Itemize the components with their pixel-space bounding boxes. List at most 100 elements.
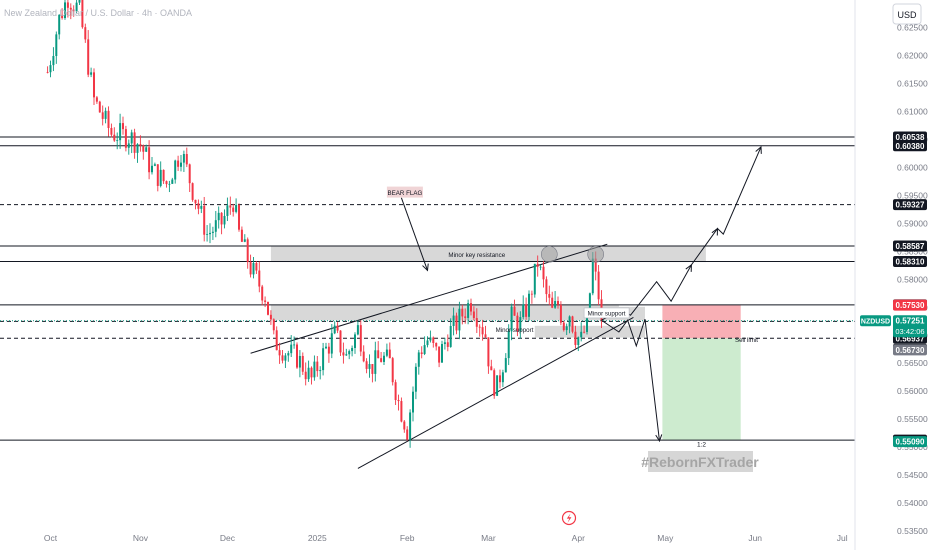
candle-body — [69, 7, 72, 10]
candle-body — [429, 337, 432, 341]
candle-body — [545, 279, 548, 295]
candle-body — [232, 207, 235, 212]
take-profit-zone — [662, 338, 741, 441]
candle-body — [412, 391, 414, 413]
bear-flag-label: BEAR FLAG — [388, 190, 423, 197]
candle-body — [554, 300, 557, 308]
annotations-layer: BEAR FLAG Minor key resistance Minor suppo… — [386, 186, 758, 449]
candle-body — [272, 319, 275, 331]
candle-body — [377, 350, 380, 359]
candle-body — [588, 293, 591, 314]
price-label-text: 0.55090 — [896, 438, 925, 447]
time-tick-label: 2025 — [308, 533, 327, 543]
candle-body — [261, 286, 264, 301]
candle-body — [409, 412, 412, 440]
price-label-text: 0.60538 — [896, 133, 925, 142]
candle-body — [348, 351, 351, 355]
time-tick-label: Jul — [837, 533, 848, 543]
price-label: 0.60538 — [893, 131, 927, 143]
candle-body — [530, 293, 533, 295]
price-label-text: 0.56730 — [896, 346, 925, 355]
candle-body — [278, 350, 281, 356]
bar-countdown: 03:42:06 — [895, 327, 924, 336]
candle-body — [597, 271, 600, 300]
currency-button-frame[interactable] — [892, 3, 922, 25]
candle-body — [75, 2, 78, 12]
candle-body — [142, 145, 145, 152]
price-label-bg — [893, 131, 927, 143]
candle-body — [223, 215, 226, 225]
candle-body — [368, 364, 371, 369]
candle-body — [165, 181, 168, 185]
candle-body — [470, 303, 472, 312]
candle-body — [243, 239, 246, 242]
candle-body — [287, 353, 290, 356]
price-scale[interactable] — [856, 0, 932, 550]
candle-body — [435, 343, 438, 347]
candle-body — [513, 306, 516, 316]
candle-body — [180, 162, 182, 167]
candle-body — [467, 303, 470, 318]
candle-body — [217, 212, 220, 221]
candle-body — [269, 314, 272, 320]
candle-body — [342, 352, 345, 356]
candle-body — [446, 342, 449, 347]
candle-body — [316, 361, 319, 372]
resistance-touch-marker — [587, 245, 605, 263]
candle-body — [61, 14, 64, 19]
currency-button[interactable]: USD — [892, 3, 922, 25]
candle-body — [93, 72, 95, 98]
candle-body — [385, 349, 388, 356]
candle-body — [249, 262, 252, 275]
candle-body — [455, 315, 458, 331]
price-tick-label: 0.59500 — [897, 190, 928, 200]
candle-body — [571, 316, 574, 332]
lightning-icon-bolt[interactable] — [566, 513, 572, 523]
candle-body — [516, 315, 519, 332]
candle-body — [586, 313, 588, 332]
candle-body — [298, 355, 301, 368]
candle-body — [156, 164, 159, 186]
candle-body — [87, 39, 90, 75]
lightning-icon[interactable] — [561, 510, 577, 526]
candle-body — [519, 317, 522, 332]
candle-body — [84, 27, 87, 40]
candle-body — [330, 333, 333, 354]
price-label-text: 0.57530 — [896, 301, 925, 310]
candle-body — [464, 316, 467, 318]
candle-body — [58, 14, 61, 35]
candle-body — [310, 367, 313, 378]
candle-body — [533, 263, 536, 295]
watermark-text: #RebornFXTrader — [641, 454, 759, 470]
candle-body — [255, 263, 258, 271]
candle-body — [522, 304, 525, 318]
candle-body — [568, 316, 571, 327]
channel-lower-line — [357, 317, 634, 469]
candle-body — [583, 331, 586, 333]
candle-body — [452, 315, 455, 326]
candle-body — [327, 346, 330, 354]
candle-body — [122, 123, 124, 130]
price-tick-label: 0.62000 — [897, 51, 928, 61]
candle-body — [594, 258, 597, 272]
candle-body — [403, 421, 406, 430]
candle-body — [423, 345, 426, 354]
sell-limit-label: Sell limit — [735, 337, 758, 344]
candle-body — [148, 147, 151, 173]
candle-body — [551, 297, 554, 308]
candle-body — [90, 72, 93, 75]
price-tick-label: 0.55500 — [897, 414, 928, 424]
price-label-bg — [893, 140, 927, 152]
currency-button-label[interactable]: USD — [897, 10, 917, 20]
candle-body — [81, 0, 84, 28]
candle-body — [72, 9, 75, 12]
price-label-bg — [893, 344, 927, 356]
candle-body — [153, 164, 156, 166]
candle-body — [304, 371, 307, 380]
candle-body — [351, 347, 354, 352]
candle-body — [438, 346, 441, 363]
bearish-projection — [601, 318, 660, 442]
